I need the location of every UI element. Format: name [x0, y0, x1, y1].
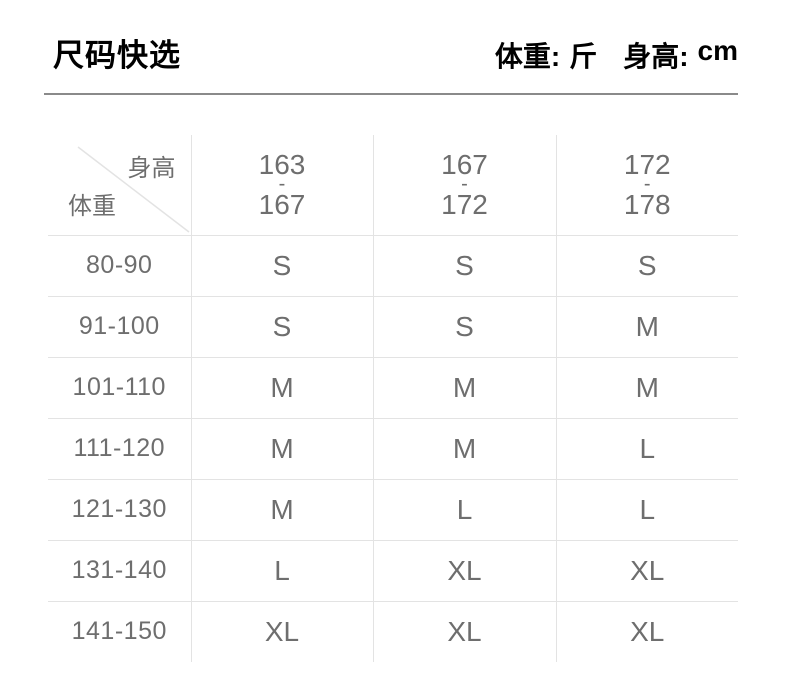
size-cell[interactable]: M [191, 417, 374, 479]
height-unit-label: 身高: [623, 41, 689, 72]
size-cell[interactable]: XL [373, 539, 557, 601]
size-cell[interactable]: S [191, 295, 374, 357]
range-from: 163 [258, 149, 306, 181]
table-row: 111-120 M M L [48, 417, 738, 479]
height-range-header: 163 - 167 [191, 135, 374, 235]
table-row: 91-100 S S M [48, 295, 738, 357]
weight-range-cell: 121-130 [48, 478, 192, 540]
range-to: 178 [623, 189, 671, 221]
height-range-header: 172 - 178 [556, 135, 738, 235]
size-cell[interactable]: L [191, 539, 374, 601]
size-cell[interactable]: L [556, 478, 738, 540]
size-table: 身高 体重 163 - 167 167 - 172 172 - 178 [48, 135, 738, 662]
weight-unit-value: 斤 [569, 41, 598, 72]
page-title: 尺码快选 [53, 38, 181, 73]
size-cell[interactable]: S [191, 234, 374, 296]
weight-range-cell: 80-90 [48, 234, 192, 296]
size-cell[interactable]: XL [191, 600, 374, 662]
size-cell[interactable]: M [373, 417, 557, 479]
table-row: 141-150 XL XL XL [48, 600, 738, 662]
range-dash: - [643, 173, 651, 196]
table-header-row: 身高 体重 163 - 167 167 - 172 172 - 178 [48, 135, 738, 235]
size-cell[interactable]: XL [556, 539, 738, 601]
weight-range-cell: 101-110 [48, 356, 192, 418]
corner-weight-label: 体重 [68, 192, 116, 220]
size-cell[interactable]: S [373, 234, 557, 296]
weight-range-cell: 111-120 [48, 417, 192, 479]
size-cell[interactable]: XL [373, 600, 557, 662]
table-row: 101-110 M M M [48, 356, 738, 418]
unit-info: 体重: 斤 身高: cm [495, 35, 738, 75]
size-cell[interactable]: M [373, 356, 557, 418]
size-cell[interactable]: M [556, 295, 738, 357]
table-row: 80-90 S S S [48, 234, 738, 296]
size-cell[interactable]: M [191, 356, 374, 418]
size-cell[interactable]: S [373, 295, 557, 357]
size-cell[interactable]: L [556, 417, 738, 479]
range-to: 167 [258, 189, 306, 221]
size-cell[interactable]: L [373, 478, 557, 540]
table-row: 131-140 L XL XL [48, 539, 738, 601]
diagonal-divider-line [77, 146, 190, 233]
size-cell[interactable]: XL [556, 600, 738, 662]
range-from: 172 [623, 149, 671, 181]
corner-height-label: 身高 [127, 155, 176, 182]
height-unit: 身高: cm [623, 35, 738, 75]
range-dash: - [278, 173, 286, 196]
corner-cell: 身高 体重 [48, 135, 192, 235]
weight-range-cell: 91-100 [48, 295, 192, 357]
size-cell[interactable]: S [556, 234, 738, 296]
range-to: 172 [441, 189, 488, 221]
table-row: 121-130 M L L [48, 478, 738, 540]
size-cell[interactable]: M [556, 356, 738, 418]
weight-range-cell: 141-150 [48, 600, 192, 662]
range-dash: - [461, 173, 468, 196]
size-cell[interactable]: M [191, 478, 374, 540]
weight-unit-label: 体重: [494, 41, 561, 72]
range-from: 167 [441, 149, 488, 181]
weight-unit: 体重: 斤 [495, 35, 597, 75]
height-range-header: 167 - 172 [373, 135, 557, 235]
weight-range-cell: 131-140 [48, 539, 192, 601]
height-unit-value: cm [697, 35, 738, 66]
page-header: 尺码快选 体重: 斤 身高: cm [44, 0, 738, 95]
